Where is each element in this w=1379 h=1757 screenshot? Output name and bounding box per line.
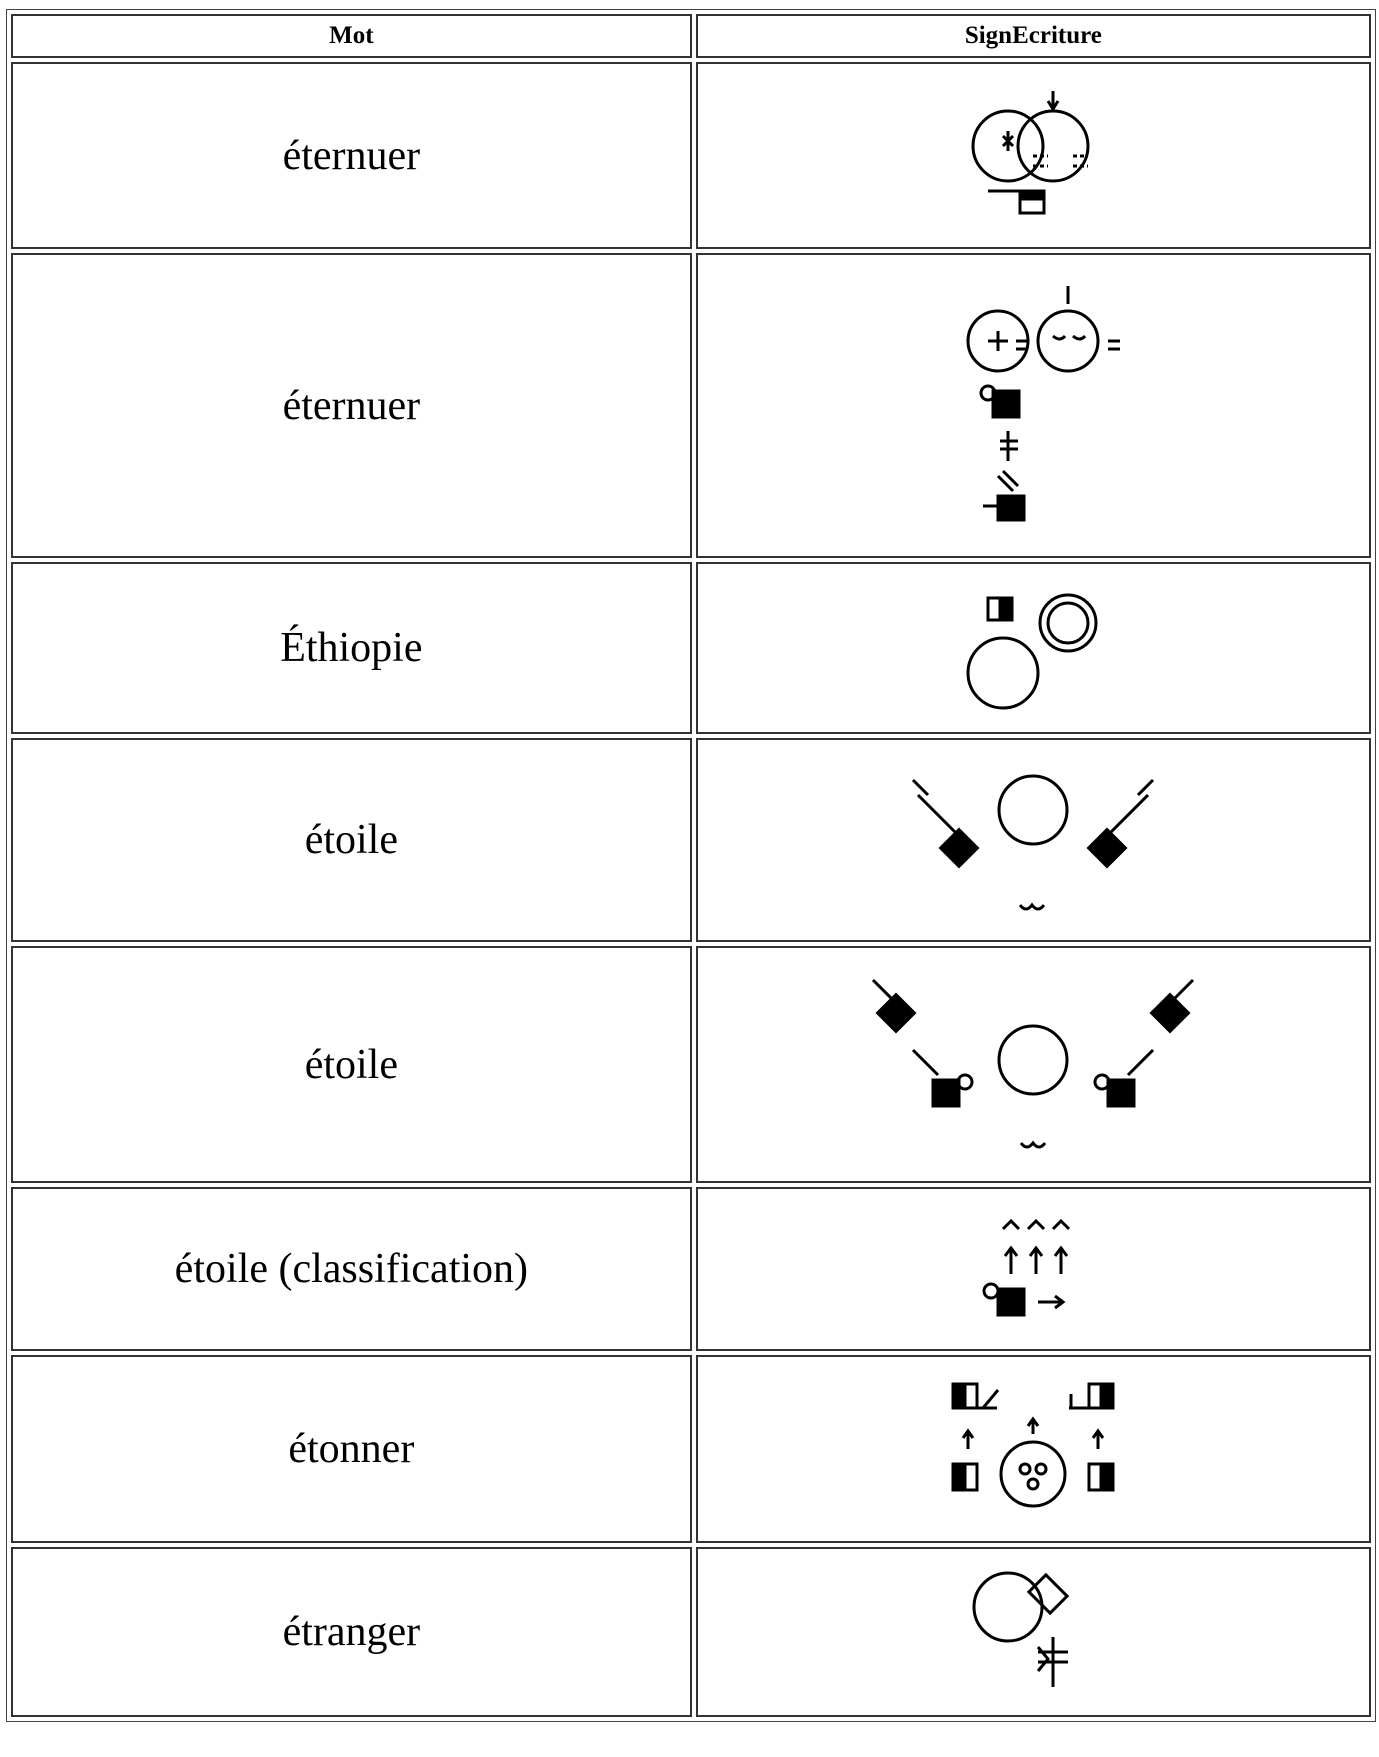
sign-cell [695,562,1371,734]
sign-glyph [872,978,1195,1148]
sign-glyph [982,1218,1071,1317]
header-cell: SignEcriture [695,14,1371,58]
sign-glyph [972,1571,1070,1687]
word-cell: étoile (classification) [11,1187,692,1351]
sign-cell [695,1187,1371,1351]
header-cell: Mot [11,14,692,58]
sign-glyph [966,285,1121,521]
row: étoile (classification) [11,1187,1371,1351]
word-cell: étoile [11,946,692,1183]
row: étoile [11,738,1371,942]
row: Éthiopie [11,562,1371,734]
word-cell: étoile [11,738,692,942]
row: étoile [11,946,1371,1183]
word-cell: Éthiopie [11,562,692,734]
word-cell: éternuer [11,62,692,249]
sign-cell [695,1547,1371,1717]
sign-cell [695,738,1371,942]
row: éternuer [11,62,1371,249]
word-cell: étranger [11,1547,692,1717]
sign-glyph [912,774,1155,911]
sign-glyph [951,1382,1115,1508]
sign-glyph [971,90,1090,214]
sign-table: Mot SignEcriture éternuer éternuer Ét [6,9,1376,1722]
sign-cell [695,62,1371,249]
word-cell: éternuer [11,253,692,558]
header-row: Mot SignEcriture [11,14,1371,58]
row: étranger [11,1547,1371,1717]
sign-cell [695,1355,1371,1543]
row: éternuer [11,253,1371,558]
sign-cell [695,253,1371,558]
sign-cell [695,946,1371,1183]
sign-glyph [966,593,1098,710]
row: étonner [11,1355,1371,1543]
word-cell: étonner [11,1355,692,1543]
